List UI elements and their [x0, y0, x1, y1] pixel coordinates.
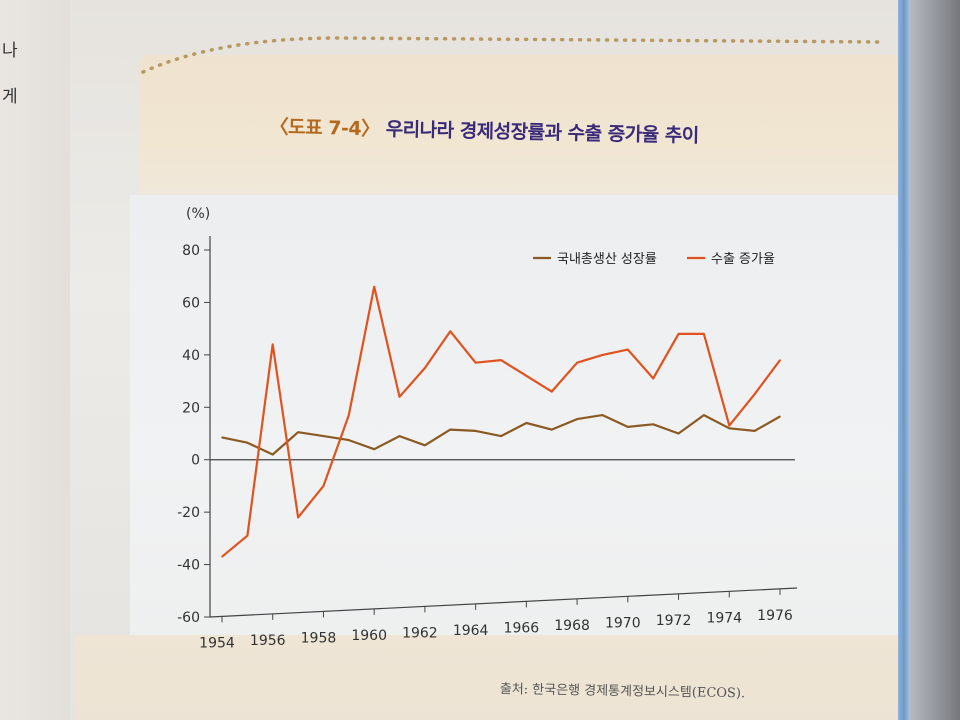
legend-label: 수출 증가율	[711, 252, 775, 267]
y-tick-label: 80	[182, 243, 200, 259]
data-point	[348, 414, 350, 416]
data-point	[424, 367, 426, 369]
chart-background	[130, 195, 920, 635]
source-band	[75, 635, 925, 720]
data-point	[703, 333, 705, 335]
data-point	[398, 435, 401, 437]
x-tick-label: 1972	[656, 613, 692, 629]
data-point	[576, 361, 578, 364]
data-point	[500, 359, 502, 361]
data-point	[728, 424, 731, 427]
page-edge-blue	[898, 0, 910, 720]
data-point	[221, 436, 223, 439]
data-point	[424, 444, 426, 447]
data-point	[297, 516, 299, 519]
data-point	[246, 441, 249, 444]
x-tick-label: 1964	[453, 623, 489, 639]
data-point	[525, 375, 528, 377]
data-point	[779, 415, 781, 418]
data-point	[779, 359, 781, 361]
data-point	[652, 423, 654, 426]
y-tick-label: 0	[191, 453, 200, 469]
data-point	[271, 343, 274, 346]
x-tick-label: 1968	[554, 618, 590, 634]
x-ticks: 1954 1956 1958 1960 1962 1964 1966 1968 1970 1972…	[199, 588, 793, 651]
data-point	[601, 354, 604, 356]
title-band	[140, 55, 905, 205]
data-point	[550, 390, 553, 393]
gdp-growth-line	[221, 414, 781, 456]
data-point	[627, 426, 629, 428]
data-point	[246, 534, 249, 537]
data-point	[550, 428, 553, 431]
data-point	[677, 333, 680, 335]
x-tick-label: 1966	[504, 620, 540, 636]
y-tick-label: 20	[182, 400, 200, 416]
x-tick-label: 1958	[301, 630, 337, 646]
x-axis-line	[209, 587, 798, 618]
legend-label: 국내총생산 성장률	[557, 252, 657, 267]
y-ticks: 80 60 40 20 0 -20 -40 -60	[177, 243, 210, 626]
data-point	[322, 435, 325, 437]
data-point	[449, 428, 452, 431]
left-page-text-2: 게	[2, 87, 18, 107]
data-point	[728, 427, 731, 430]
data-point	[348, 439, 350, 441]
data-point	[677, 432, 680, 435]
x-tick-label: 1962	[402, 625, 438, 641]
x-tick-label: 1960	[351, 628, 387, 644]
data-point	[576, 418, 578, 420]
y-tick-label: -40	[177, 558, 200, 574]
data-point	[500, 435, 502, 437]
data-point	[449, 330, 452, 333]
data-point	[474, 430, 477, 432]
page-edge-shadow	[910, 0, 960, 720]
left-page-text-1: 나	[2, 41, 18, 61]
data-point	[221, 555, 223, 558]
data-point	[322, 485, 325, 487]
x-tick-label: 1974	[706, 610, 742, 626]
data-point	[601, 414, 604, 416]
data-point	[525, 422, 528, 424]
data-point	[297, 431, 299, 433]
x-tick-label: 1956	[250, 633, 286, 649]
data-point	[753, 430, 756, 432]
series-lines	[221, 285, 781, 558]
y-tick-label: -60	[177, 610, 200, 626]
legend: 국내총생산 성장률 수출 증가율	[533, 252, 775, 267]
data-point	[398, 396, 401, 398]
x-tick-label: 1976	[757, 608, 793, 624]
data-point	[373, 448, 375, 451]
axes	[209, 236, 798, 618]
x-tick-label: 1954	[199, 635, 235, 651]
data-point	[373, 285, 375, 288]
data-point	[753, 393, 756, 395]
data-point	[474, 361, 477, 364]
y-axis-label: (%)	[186, 206, 210, 222]
data-point	[627, 348, 629, 351]
data-point	[652, 377, 654, 380]
data-point	[703, 414, 705, 416]
data-point	[271, 453, 274, 456]
y-tick-label: 60	[182, 295, 200, 311]
y-tick-label: 40	[182, 348, 200, 364]
x-tick-label: 1970	[605, 615, 641, 631]
y-tick-label: -20	[177, 505, 200, 521]
